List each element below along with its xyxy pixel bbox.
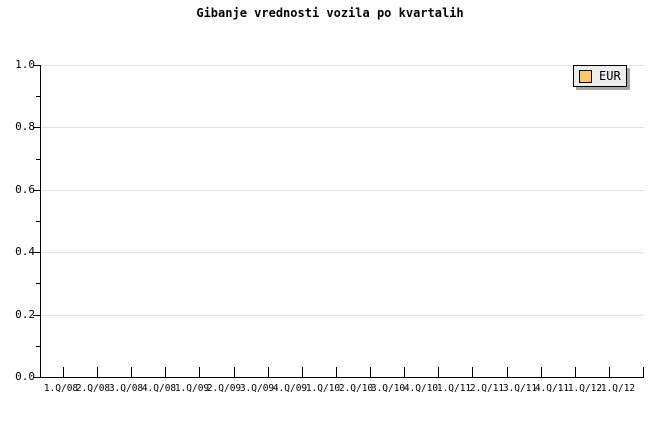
- y-minor-tick: [36, 221, 40, 222]
- x-tick-label: 1.Q/08: [43, 383, 79, 394]
- x-tick-label: 3.Q/11: [502, 383, 538, 394]
- x-tick-label: 1.Q/12: [567, 383, 603, 394]
- legend-swatch-eur: [579, 69, 592, 83]
- x-tick-label: 2.Q/09: [206, 383, 242, 394]
- x-tick: [97, 367, 98, 377]
- x-tick: [131, 367, 132, 377]
- x-tick-label: 1.Q/09: [174, 383, 210, 394]
- y-major-tick: [33, 127, 40, 128]
- y-minor-tick: [36, 346, 40, 347]
- y-minor-tick: [36, 283, 40, 284]
- x-tick-label: 3.Q/08: [108, 383, 144, 394]
- x-tick-label: 4.Q/09: [272, 383, 308, 394]
- x-tick: [609, 367, 610, 377]
- x-tick-label: 2.Q/10: [338, 383, 374, 394]
- x-tick: [302, 367, 303, 377]
- y-minor-tick: [36, 96, 40, 97]
- gridline: [41, 190, 644, 191]
- x-tick: [643, 367, 644, 377]
- x-tick: [575, 367, 576, 377]
- x-tick: [472, 367, 473, 377]
- x-tick: [63, 367, 64, 377]
- x-tick: [370, 367, 371, 377]
- y-minor-tick: [36, 159, 40, 160]
- gridline: [41, 252, 644, 253]
- x-tick-label: 4.Q/08: [141, 383, 177, 394]
- x-tick-label: 3.Q/10: [370, 383, 406, 394]
- plot-area: [40, 65, 644, 378]
- y-major-tick: [33, 190, 40, 191]
- x-tick: [438, 367, 439, 377]
- gridline: [41, 315, 644, 316]
- y-tick-label: 0.4: [15, 245, 35, 258]
- x-tick-label: 4.Q/10: [403, 383, 439, 394]
- x-tick-label: 2.Q/08: [75, 383, 111, 394]
- legend: EUR: [573, 65, 627, 87]
- x-tick-label: 3.Q/09: [239, 383, 275, 394]
- gridline: [41, 127, 644, 128]
- x-tick: [268, 367, 269, 377]
- x-tick-label: 1.Q/12: [600, 383, 636, 394]
- y-major-tick: [33, 315, 40, 316]
- x-tick: [199, 367, 200, 377]
- x-tick: [507, 367, 508, 377]
- chart-title: Gibanje vrednosti vozila po kvartalih: [196, 6, 464, 20]
- x-tick: [541, 367, 542, 377]
- y-tick-label: 0.6: [15, 183, 35, 196]
- y-tick-label: 1.0: [15, 58, 35, 71]
- x-tick-label: 1.Q/10: [305, 383, 341, 394]
- y-major-tick: [33, 377, 40, 378]
- x-tick-label: 1.Q/11: [436, 383, 472, 394]
- x-tick-label: 4.Q/11: [534, 383, 570, 394]
- legend-label-eur: EUR: [599, 69, 621, 83]
- x-tick: [404, 367, 405, 377]
- x-tick-label: 2.Q/11: [469, 383, 505, 394]
- y-tick-label: 0.8: [15, 120, 35, 133]
- y-major-tick: [33, 65, 40, 66]
- y-tick-label: 0.2: [15, 308, 35, 321]
- x-tick: [234, 367, 235, 377]
- y-tick-label: 0.0: [15, 370, 35, 383]
- y-major-tick: [33, 252, 40, 253]
- x-tick: [165, 367, 166, 377]
- gridline: [41, 65, 644, 66]
- x-tick: [336, 367, 337, 377]
